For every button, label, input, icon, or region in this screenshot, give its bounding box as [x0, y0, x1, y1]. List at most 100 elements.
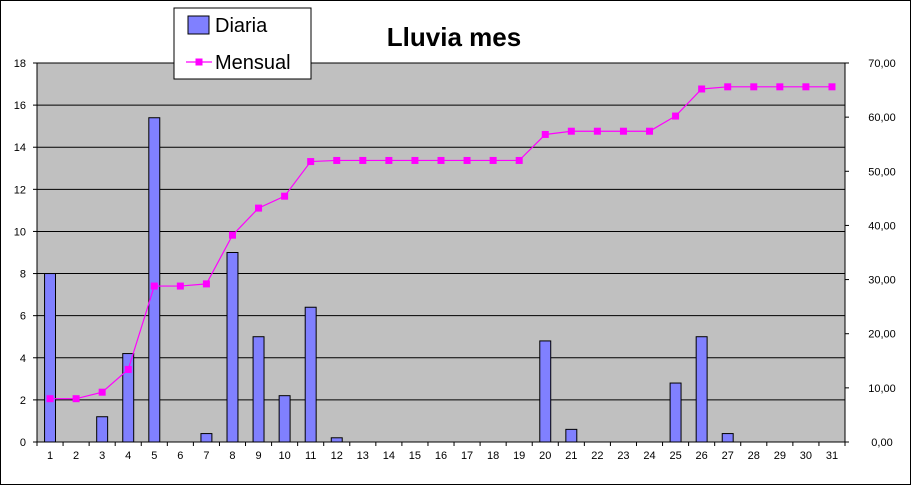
bar-diaria	[695, 336, 708, 443]
bar-diaria	[539, 340, 552, 443]
bar-diaria	[330, 437, 343, 443]
x-tick-label: 14	[383, 450, 395, 462]
x-tick-label: 11	[305, 450, 316, 462]
x-tick-label: 5	[151, 450, 157, 462]
y-left-tick-label: 4	[20, 353, 26, 365]
bar-diaria	[304, 306, 317, 443]
marker-mensual	[411, 156, 419, 164]
x-tick-label: 6	[177, 450, 183, 462]
y-left-tick-label: 18	[14, 58, 26, 70]
bar-diaria	[96, 416, 109, 443]
x-tick-label: 22	[591, 450, 603, 462]
x-tick-label: 9	[255, 450, 261, 462]
x-tick-label: 16	[435, 450, 447, 462]
x-tick-labels: 1 2 3 4 5 6 7 8 9 10 11 12 13 14 15 16 17 18 19 20 21 22 23 24 2…	[47, 450, 838, 462]
bar-diaria	[278, 395, 291, 443]
legend-swatch-diaria	[187, 15, 210, 35]
marker-mensual	[176, 282, 184, 290]
y-right-tick-label: 20,00	[868, 329, 896, 341]
marker-mensual	[437, 156, 445, 164]
marker-mensual	[281, 192, 289, 200]
y-left-tick-label: 6	[20, 311, 26, 323]
x-tick-label: 23	[617, 450, 629, 462]
marker-mensual	[724, 83, 732, 91]
marker-mensual	[359, 156, 367, 164]
x-tick-label: 25	[669, 450, 681, 462]
chart-title: Lluvia mes	[387, 22, 521, 52]
bar-diaria	[44, 273, 57, 443]
plot-area	[36, 62, 846, 443]
y-right-tick-label: 40,00	[868, 220, 896, 232]
y-left-tick-labels: 0 2 4 6 8 10 12 14 16 18	[14, 58, 26, 449]
bar-diaria	[148, 117, 161, 443]
x-tick-label: 4	[125, 450, 131, 462]
bar-diaria	[252, 336, 265, 443]
marker-mensual	[124, 365, 132, 373]
marker-mensual	[385, 156, 393, 164]
marker-mensual	[202, 280, 210, 288]
marker-mensual	[750, 83, 758, 91]
y-left-tick-label: 12	[14, 184, 26, 196]
x-tick-label: 19	[513, 450, 525, 462]
bar-diaria	[669, 382, 682, 443]
y-right-tick-label: 30,00	[868, 275, 896, 287]
x-tick-label: 21	[565, 450, 577, 462]
marker-mensual	[646, 127, 654, 135]
x-tick-label: 30	[800, 450, 812, 462]
y-left-tick-label: 16	[14, 100, 26, 112]
y-left-tick-label: 10	[14, 226, 26, 238]
x-tick-label: 10	[278, 450, 290, 462]
marker-mensual	[333, 156, 341, 164]
marker-mensual	[255, 204, 263, 212]
bar-series-diaria	[44, 117, 734, 443]
marker-mensual	[593, 127, 601, 135]
x-tick-label: 31	[826, 450, 838, 462]
x-tick-label: 17	[461, 450, 473, 462]
x-tick-label: 2	[73, 450, 79, 462]
x-tick-label: 20	[539, 450, 551, 462]
marker-mensual	[828, 83, 836, 91]
y-right-tick-label: 70,00	[868, 58, 896, 70]
x-tick-label: 24	[643, 450, 655, 462]
y-left-tick-label: 8	[20, 269, 26, 281]
marker-mensual	[515, 156, 523, 164]
x-tick-label: 27	[722, 450, 734, 462]
marker-mensual	[567, 127, 575, 135]
y-left-tick-label: 14	[14, 142, 26, 154]
bar-diaria	[226, 252, 239, 443]
y-right-tick-labels: 0,00 10,00 20,00 30,00 40,00 50,00 60,00 70,00	[868, 58, 896, 449]
x-tick-label: 8	[229, 450, 235, 462]
x-tick-label: 1	[47, 450, 53, 462]
bar-diaria	[200, 433, 213, 443]
marker-mensual	[46, 395, 54, 403]
bar-diaria	[721, 433, 734, 443]
axes	[33, 62, 849, 446]
marker-mensual	[307, 158, 315, 166]
marker-mensual	[72, 395, 80, 403]
x-tick-label: 26	[696, 450, 708, 462]
marker-mensual	[98, 388, 106, 396]
y-right-tick-label: 60,00	[868, 112, 896, 124]
legend: Diaria Mensual	[173, 7, 312, 80]
marker-mensual	[619, 127, 627, 135]
y-right-tick-label: 0,00	[871, 437, 892, 449]
legend-swatch-mensual-marker	[195, 58, 203, 66]
legend-label-diaria: Diaria	[215, 15, 268, 37]
marker-mensual	[776, 83, 784, 91]
marker-mensual	[698, 85, 706, 93]
x-tick-label: 13	[357, 450, 369, 462]
line-series-mensual	[46, 83, 836, 403]
x-tick-label: 7	[203, 450, 209, 462]
bar-diaria	[565, 428, 578, 443]
marker-mensual	[802, 83, 810, 91]
x-tick-label: 18	[487, 450, 499, 462]
marker-mensual	[489, 156, 497, 164]
y-left-tick-label: 0	[20, 437, 26, 449]
gridlines	[37, 62, 845, 401]
x-tick-label: 28	[748, 450, 760, 462]
x-tick-label: 15	[409, 450, 421, 462]
legend-label-mensual: Mensual	[215, 52, 291, 74]
x-tick-label: 3	[99, 450, 105, 462]
